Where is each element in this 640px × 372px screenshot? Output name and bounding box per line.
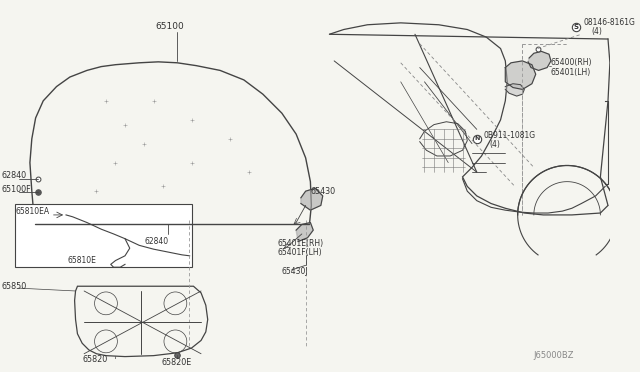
Text: 08146-8161G: 08146-8161G (583, 18, 635, 28)
FancyBboxPatch shape (15, 203, 191, 267)
Text: 65810EA: 65810EA (15, 206, 50, 216)
Text: (4): (4) (591, 27, 602, 36)
Text: 65820E: 65820E (161, 358, 191, 367)
Text: S: S (573, 24, 578, 30)
Text: 65401E(RH): 65401E(RH) (277, 239, 323, 248)
Text: 65820: 65820 (82, 355, 108, 364)
Text: 65100: 65100 (156, 22, 184, 31)
Text: 0B911-1081G: 0B911-1081G (483, 131, 536, 140)
Text: 65810E: 65810E (68, 256, 97, 265)
Text: 65430: 65430 (310, 187, 335, 196)
Text: J65000BZ: J65000BZ (534, 351, 574, 360)
Text: 62840: 62840 (144, 237, 168, 246)
Text: 62840: 62840 (1, 171, 26, 180)
Text: (4): (4) (489, 140, 500, 149)
Text: 65100F: 65100F (1, 185, 31, 194)
Text: 65400(RH): 65400(RH) (551, 58, 593, 67)
Polygon shape (506, 84, 524, 96)
Text: N: N (474, 137, 479, 141)
Polygon shape (301, 188, 323, 210)
Polygon shape (296, 222, 313, 241)
Polygon shape (506, 61, 536, 89)
Text: 65430J: 65430J (282, 267, 308, 276)
Text: 65850: 65850 (1, 282, 27, 291)
Text: 65401F(LH): 65401F(LH) (277, 248, 322, 257)
Text: 65401(LH): 65401(LH) (551, 68, 591, 77)
Polygon shape (528, 51, 551, 70)
